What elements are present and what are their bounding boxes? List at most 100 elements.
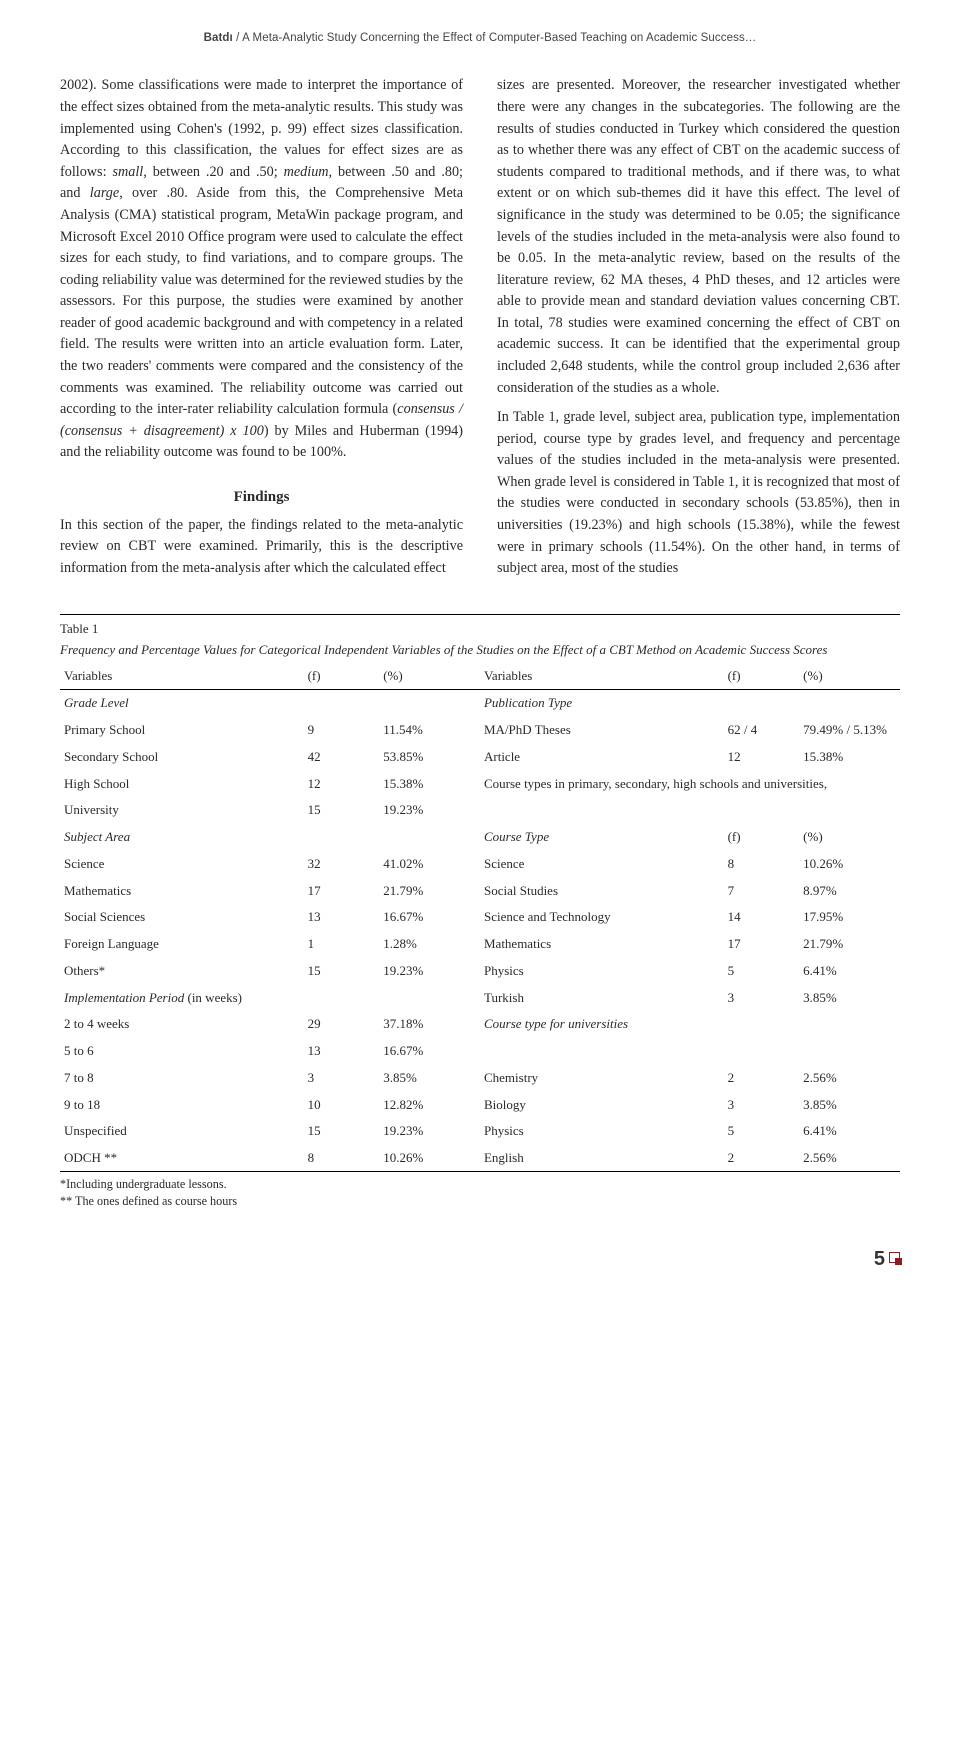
cell: Social Studies [480, 877, 724, 904]
cell: 1.28% [379, 931, 480, 958]
table-row: Social Sciences 13 16.67% Science and Te… [60, 904, 900, 931]
table-row: Others* 15 19.23% Physics 5 6.41% [60, 957, 900, 984]
cell: 16.67% [379, 1038, 480, 1065]
cell: Secondary School [60, 743, 304, 770]
italic-run: small, [112, 164, 146, 180]
page-ornament-icon [889, 1252, 900, 1263]
cell: Primary School [60, 717, 304, 744]
cell: Mathematics [480, 931, 724, 958]
cell: 10 [304, 1091, 380, 1118]
text-run: between .20 and .50; [147, 164, 284, 180]
cell: 2 [724, 1064, 800, 1091]
cell: University [60, 797, 304, 824]
cell: 3.85% [799, 984, 900, 1011]
cell: 53.85% [379, 743, 480, 770]
cell: 17 [304, 877, 380, 904]
cell: 12 [724, 743, 800, 770]
table-1-block: Table 1 Frequency and Percentage Values … [60, 614, 900, 1211]
body-paragraph: In this section of the paper, the findin… [60, 515, 463, 580]
table-row: ODCH ** 8 10.26% English 2 2.56% [60, 1145, 900, 1172]
cell: 5 [724, 1118, 800, 1145]
page-footer: 5 [60, 1244, 900, 1274]
cell: Physics [480, 957, 724, 984]
cell: Foreign Language [60, 931, 304, 958]
col-header: Variables [60, 662, 304, 689]
col-header: (f) [724, 662, 800, 689]
table-row: Implementation Period (in weeks) Turkish… [60, 984, 900, 1011]
table-footnotes: *Including undergraduate lessons. ** The… [60, 1176, 900, 1210]
cell: 3 [724, 1091, 800, 1118]
table-1: Variables (f) (%) Variables (f) (%) Grad… [60, 662, 900, 1172]
cell: Science [60, 850, 304, 877]
table-row: Foreign Language 1 1.28% Mathematics 17 … [60, 931, 900, 958]
cell: 32 [304, 850, 380, 877]
col-header: Variables [480, 662, 724, 689]
cell: 12.82% [379, 1091, 480, 1118]
table-row: High School 12 15.38% Course types in pr… [60, 770, 900, 797]
cell: 7 to 8 [60, 1064, 304, 1091]
cell: 62 / 4 [724, 717, 800, 744]
running-head-author: Batdı [204, 32, 233, 44]
cell: 15.38% [379, 770, 480, 797]
cell: 79.49% / 5.13% [799, 717, 900, 744]
cell: 15 [304, 957, 380, 984]
cell: 2.56% [799, 1064, 900, 1091]
cell: 21.79% [799, 931, 900, 958]
cell: Others* [60, 957, 304, 984]
cell: 13 [304, 1038, 380, 1065]
table-title: Frequency and Percentage Values for Cate… [60, 641, 900, 659]
cell: 5 to 6 [60, 1038, 304, 1065]
cell: Biology [480, 1091, 724, 1118]
cell: 5 [724, 957, 800, 984]
left-column: 2002). Some classifications were made to… [60, 75, 463, 579]
cell: 15.38% [799, 743, 900, 770]
cell: 15 [304, 1118, 380, 1145]
cell: 42 [304, 743, 380, 770]
cell: 19.23% [379, 797, 480, 824]
cell: Subject Area [60, 824, 304, 851]
cell: 10.26% [379, 1145, 480, 1172]
cell: 14 [724, 904, 800, 931]
cell: 3.85% [799, 1091, 900, 1118]
cell: 10.26% [799, 850, 900, 877]
cell: Article [480, 743, 724, 770]
table-row: University 15 19.23% [60, 797, 900, 824]
cell: 17.95% [799, 904, 900, 931]
cell: Mathematics [60, 877, 304, 904]
col-header: (%) [379, 662, 480, 689]
table-label: Table 1 [60, 619, 900, 639]
cell: (%) [799, 824, 900, 851]
cell: 8 [724, 850, 800, 877]
cell: ODCH ** [60, 1145, 304, 1172]
table-row: 5 to 6 13 16.67% [60, 1038, 900, 1065]
cell: 2.56% [799, 1145, 900, 1172]
cell: Publication Type [480, 689, 724, 716]
cell: 1 [304, 931, 380, 958]
table-top-rule [60, 614, 900, 615]
running-head-title: A Meta-Analytic Study Concerning the Eff… [242, 32, 756, 44]
cell: Turkish [480, 984, 724, 1011]
body-paragraph: In Table 1, grade level, subject area, p… [497, 407, 900, 580]
page-number: 5 [874, 1244, 885, 1274]
table-row: Unspecified 15 19.23% Physics 5 6.41% [60, 1118, 900, 1145]
cell: Grade Level [60, 689, 304, 716]
footnote: ** The ones defined as course hours [60, 1193, 900, 1210]
cell: Course type for universities [480, 1011, 724, 1038]
table-row: 9 to 18 10 12.82% Biology 3 3.85% [60, 1091, 900, 1118]
cell: 2 [724, 1145, 800, 1172]
cell: Physics [480, 1118, 724, 1145]
cell: English [480, 1145, 724, 1172]
table-header-row: Variables (f) (%) Variables (f) (%) [60, 662, 900, 689]
cell: 6.41% [799, 1118, 900, 1145]
body-paragraph: sizes are presented. Moreover, the resea… [497, 75, 900, 399]
cell: Science [480, 850, 724, 877]
cell: 3 [304, 1064, 380, 1091]
text-run: (in weeks) [187, 990, 242, 1005]
cell: Science and Technology [480, 904, 724, 931]
cell: 8.97% [799, 877, 900, 904]
italic-run: Implementation Period [64, 990, 184, 1005]
italic-run: large, [90, 185, 123, 201]
cell: Chemistry [480, 1064, 724, 1091]
text-run: over .80. Aside from this, the Comprehen… [60, 185, 463, 417]
table-row: Primary School 9 11.54% MA/PhD Theses 62… [60, 717, 900, 744]
